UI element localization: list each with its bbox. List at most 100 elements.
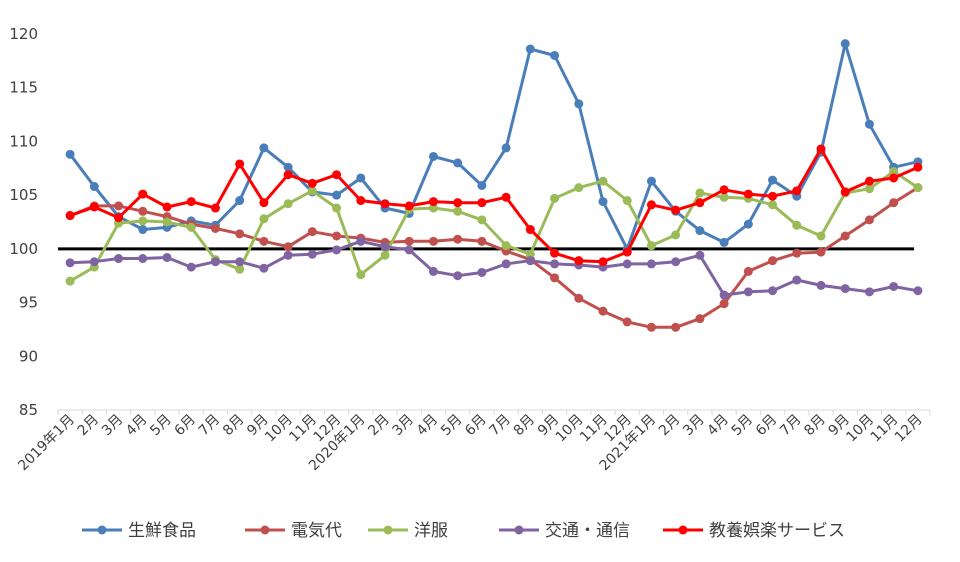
data-point	[380, 199, 390, 209]
series-line	[68, 42, 919, 251]
data-point	[235, 159, 245, 169]
data-point	[259, 143, 269, 153]
series-3	[65, 167, 923, 286]
x-tick-label: 8月	[220, 412, 248, 440]
data-point	[453, 198, 463, 208]
data-point	[235, 196, 245, 206]
data-point	[719, 299, 729, 309]
data-point	[913, 183, 923, 193]
data-point	[235, 229, 245, 239]
data-point	[671, 205, 681, 215]
data-point	[404, 245, 414, 255]
series-line	[69, 186, 919, 329]
data-point	[792, 186, 802, 196]
data-point	[65, 211, 75, 221]
data-point	[428, 197, 438, 207]
legend-item: 教養娯楽サービス	[663, 521, 845, 541]
data-point	[138, 254, 148, 264]
data-point	[574, 183, 584, 193]
data-point	[210, 203, 220, 213]
data-point	[719, 237, 729, 247]
data-point	[501, 143, 511, 153]
data-point	[622, 247, 632, 257]
data-point	[864, 119, 874, 129]
data-point	[162, 202, 172, 212]
data-point	[864, 184, 874, 194]
data-point	[646, 200, 656, 210]
data-point	[356, 270, 366, 280]
x-tick-label: 4月	[414, 412, 442, 440]
x-tick-label: 3月	[390, 412, 418, 440]
data-point	[816, 280, 826, 290]
data-point	[864, 176, 874, 186]
data-point	[186, 197, 196, 207]
x-tick-label: 5月	[147, 412, 175, 440]
data-point	[719, 192, 729, 202]
data-point	[768, 175, 778, 185]
legend: 生鮮食品 電気代 洋服 交通・通信 教養娯楽サービス	[82, 521, 845, 541]
data-point	[622, 259, 632, 269]
series-line	[69, 170, 919, 283]
data-point	[114, 213, 124, 223]
x-tick-label: 4月	[704, 412, 732, 440]
x-tick-label: 8月	[511, 412, 539, 440]
data-point	[332, 231, 342, 241]
x-tick-label: 12月	[892, 412, 926, 446]
data-point	[501, 192, 511, 202]
data-point	[283, 162, 293, 172]
y-tick-label: 90	[19, 347, 38, 365]
data-point	[889, 198, 899, 208]
data-point	[792, 275, 802, 285]
data-point	[550, 50, 560, 60]
data-point	[307, 227, 317, 237]
legend-swatch-marker	[514, 525, 524, 535]
x-tick-label: 7月	[486, 412, 514, 440]
data-point	[768, 191, 778, 201]
data-point	[864, 287, 874, 297]
legend-swatch-marker	[383, 525, 393, 535]
data-point	[695, 226, 705, 236]
data-point	[332, 245, 342, 255]
data-point	[428, 151, 438, 161]
x-tick-label: 2月	[75, 412, 103, 440]
data-point	[259, 214, 269, 224]
data-point	[889, 167, 899, 177]
data-point	[307, 249, 317, 259]
data-point	[671, 257, 681, 267]
legend-item: 洋服	[368, 521, 448, 541]
data-point	[428, 266, 438, 276]
data-point	[89, 257, 99, 267]
data-point	[65, 149, 75, 159]
data-point	[332, 190, 342, 200]
legend-item: 交通・通信	[499, 521, 630, 541]
data-point	[768, 286, 778, 296]
data-point	[477, 236, 487, 246]
data-point	[138, 216, 148, 226]
data-point	[356, 196, 366, 206]
data-point	[768, 256, 778, 266]
data-point	[695, 188, 705, 198]
data-point	[283, 242, 293, 252]
series-group	[65, 39, 923, 332]
x-tick-label: 5月	[438, 412, 466, 440]
data-point	[501, 259, 511, 269]
data-point	[65, 276, 75, 286]
data-point	[477, 198, 487, 208]
data-point	[816, 231, 826, 241]
data-point	[186, 262, 196, 272]
data-point	[477, 215, 487, 225]
data-point	[889, 281, 899, 291]
legend-item: 電気代	[245, 521, 342, 541]
data-point	[283, 170, 293, 180]
x-tick-label: 6月	[172, 412, 200, 440]
x-tick-label: 6月	[753, 412, 781, 440]
data-point	[404, 201, 414, 211]
data-point	[210, 223, 220, 233]
data-point	[550, 193, 560, 203]
x-tick-label: 2月	[365, 412, 393, 440]
data-point	[913, 286, 923, 296]
data-point	[695, 314, 705, 324]
x-tick-label: 4月	[123, 412, 151, 440]
x-tick-label: 2月	[656, 412, 684, 440]
legend-item: 生鮮食品	[82, 521, 196, 541]
